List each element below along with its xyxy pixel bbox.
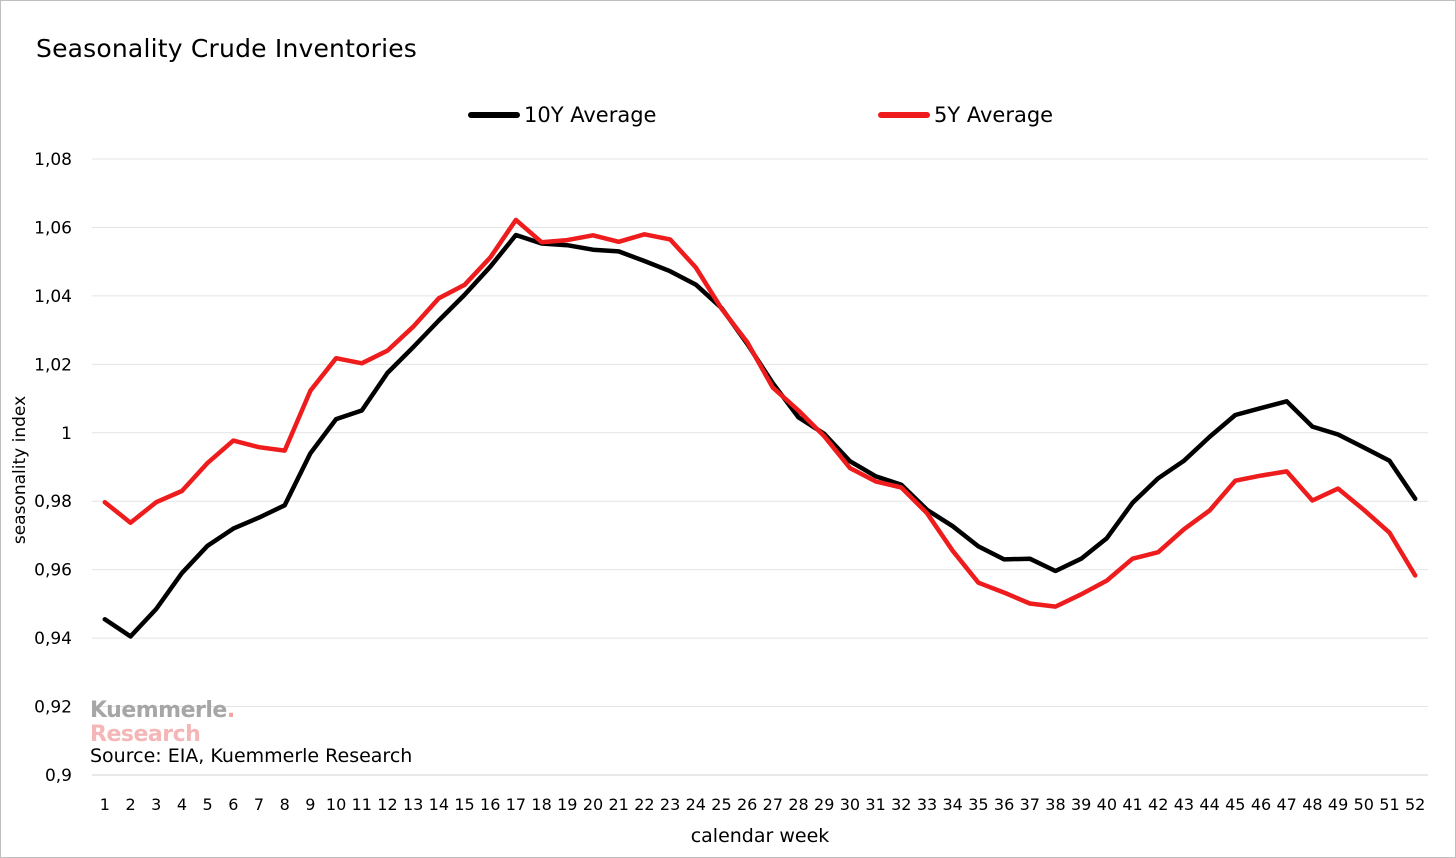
grid-layer — [92, 158, 1428, 776]
x-tick-label: 25 — [711, 795, 731, 814]
x-tick-label: 52 — [1405, 795, 1425, 814]
x-tick-label: 40 — [1097, 795, 1117, 814]
y-tick-label: 0,94 — [34, 629, 72, 649]
x-axis-label: calendar week — [690, 825, 830, 847]
x-tick-label: 47 — [1277, 795, 1297, 814]
x-tick-label: 11 — [352, 795, 372, 814]
x-tick-label: 28 — [788, 795, 808, 814]
x-tick-label: 30 — [840, 795, 860, 814]
chart-title: Seasonality Crude Inventories — [36, 34, 418, 63]
x-tick-label: 3 — [151, 795, 161, 814]
x-tick-label: 4 — [177, 795, 187, 814]
x-tick-labels: 1 2 3 4 5 6 7 8 9 10 11 12 13 14 15 16 17 18 19 20 21 22 23 24 2… — [100, 795, 1426, 814]
y-tick-label: 0,98 — [34, 492, 72, 512]
y-tick-label: 1,08 — [34, 150, 72, 170]
x-tick-label: 15 — [454, 795, 474, 814]
legend-swatch-5y — [878, 112, 930, 118]
x-tick-label: 23 — [660, 795, 680, 814]
x-tick-label: 24 — [686, 795, 706, 814]
x-tick-label: 18 — [531, 795, 551, 814]
series-line-5y-average — [102, 217, 1418, 609]
x-tick-label: 7 — [254, 795, 264, 814]
x-tick-label: 2 — [125, 795, 135, 814]
x-tick-label: 26 — [737, 795, 757, 814]
x-tick-label: 51 — [1379, 795, 1399, 814]
legend-item-10y: 10Y Average — [468, 101, 656, 129]
logo-dot: . — [226, 698, 236, 723]
logo-line2: Research — [90, 722, 201, 747]
y-tick-label: 1,02 — [34, 355, 72, 375]
legend-label-5y: 5Y Average — [934, 103, 1054, 127]
y-tick-label: 0,92 — [34, 698, 72, 718]
x-tick-label: 35 — [968, 795, 988, 814]
legend-label-10y: 10Y Average — [524, 103, 657, 127]
y-tick-labels: 0,9 0,92 0,94 0,96 0,98 1 1,02 1,04 1,06 1,08 — [34, 150, 72, 786]
x-tick-label: 37 — [1020, 795, 1040, 814]
x-tick-label: 14 — [429, 795, 449, 814]
x-tick-label: 29 — [814, 795, 834, 814]
x-tick-label: 8 — [280, 795, 290, 814]
source-note: Source: EIA, Kuemmerle Research — [90, 745, 413, 767]
x-tick-label: 39 — [1071, 795, 1091, 814]
x-tick-label: 12 — [377, 795, 397, 814]
x-tick-label: 1 — [100, 795, 110, 814]
x-tick-label: 21 — [609, 795, 629, 814]
x-tick-label: 44 — [1199, 795, 1219, 814]
x-tick-label: 20 — [583, 795, 603, 814]
x-tick-label: 10 — [326, 795, 346, 814]
x-tick-label: 41 — [1122, 795, 1142, 814]
x-tick-label: 36 — [994, 795, 1014, 814]
x-tick-label: 27 — [763, 795, 783, 814]
x-tick-label: 13 — [403, 795, 423, 814]
x-tick-label: 42 — [1148, 795, 1168, 814]
y-tick-label: 0,9 — [45, 766, 72, 786]
x-tick-label: 9 — [305, 795, 315, 814]
x-tick-label: 43 — [1174, 795, 1194, 814]
y-tick-label: 0,96 — [34, 561, 72, 581]
x-tick-label: 34 — [943, 795, 963, 814]
x-tick-label: 22 — [634, 795, 654, 814]
brand-logo: Kuemmerle. Research — [90, 699, 235, 747]
y-tick-label: 1 — [61, 424, 72, 444]
x-tick-label: 16 — [480, 795, 500, 814]
series-layer — [102, 217, 1418, 639]
x-tick-label: 6 — [228, 795, 238, 814]
series-line-10y-average — [102, 232, 1418, 639]
legend-item-5y: 5Y Average — [878, 101, 1053, 129]
x-tick-label: 38 — [1045, 795, 1065, 814]
logo-line1: Kuemmerle — [90, 698, 227, 723]
x-tick-label: 49 — [1328, 795, 1348, 814]
x-tick-label: 17 — [506, 795, 526, 814]
x-tick-label: 33 — [917, 795, 937, 814]
y-tick-label: 1,06 — [34, 218, 72, 238]
y-tick-label: 1,04 — [34, 287, 72, 307]
x-tick-label: 50 — [1354, 795, 1374, 814]
x-tick-label: 5 — [203, 795, 213, 814]
x-tick-label: 48 — [1302, 795, 1322, 814]
x-tick-label: 31 — [865, 795, 885, 814]
y-axis-label: seasonality index — [10, 395, 30, 545]
x-tick-label: 45 — [1225, 795, 1245, 814]
x-tick-label: 46 — [1251, 795, 1271, 814]
x-tick-label: 32 — [891, 795, 911, 814]
legend-swatch-10y — [468, 112, 520, 118]
x-tick-label: 19 — [557, 795, 577, 814]
